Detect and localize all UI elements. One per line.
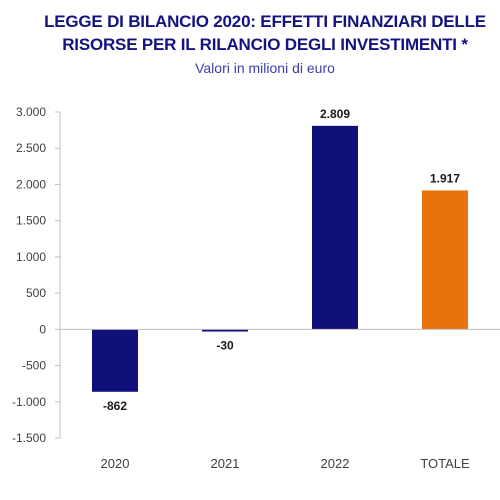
data-label-totale: 1.917 <box>430 171 460 185</box>
y-tick-label: -500 <box>22 359 46 373</box>
data-label-2022: 2.809 <box>320 107 350 121</box>
x-tick-label-2021: 2021 <box>211 456 240 471</box>
y-tick-label: 2.500 <box>16 141 46 155</box>
chart-title-line-2: RISORSE PER IL RILANCIO DEGLI INVESTIMEN… <box>62 35 468 54</box>
y-tick-label: 3.000 <box>16 105 46 119</box>
y-tick-label: -1.000 <box>12 395 46 409</box>
y-tick-label: 1.500 <box>16 214 46 228</box>
data-label-2021: -30 <box>216 339 234 353</box>
chart-subtitle: Valori in milioni di euro <box>195 60 335 76</box>
chart-header: LEGGE DI BILANCIO 2020: EFFETTI FINANZIA… <box>0 10 500 78</box>
y-tick-label: 0 <box>39 322 46 336</box>
bar-2022 <box>312 125 358 330</box>
y-tick-label: 1.000 <box>16 250 46 264</box>
bar-2020 <box>92 329 138 392</box>
x-tick-label-totale: TOTALE <box>420 456 470 471</box>
y-tick-label: 500 <box>26 286 46 300</box>
data-label-2020: -862 <box>103 399 127 413</box>
x-tick-label-2020: 2020 <box>101 456 130 471</box>
bar-2021 <box>202 329 248 332</box>
bar-totale <box>422 190 468 330</box>
chart-title-line-1: LEGGE DI BILANCIO 2020: EFFETTI FINANZIA… <box>44 12 486 31</box>
y-tick-label: 2.000 <box>16 177 46 191</box>
x-tick-label-2022: 2022 <box>321 456 350 471</box>
y-tick-label: -1.500 <box>12 431 46 445</box>
